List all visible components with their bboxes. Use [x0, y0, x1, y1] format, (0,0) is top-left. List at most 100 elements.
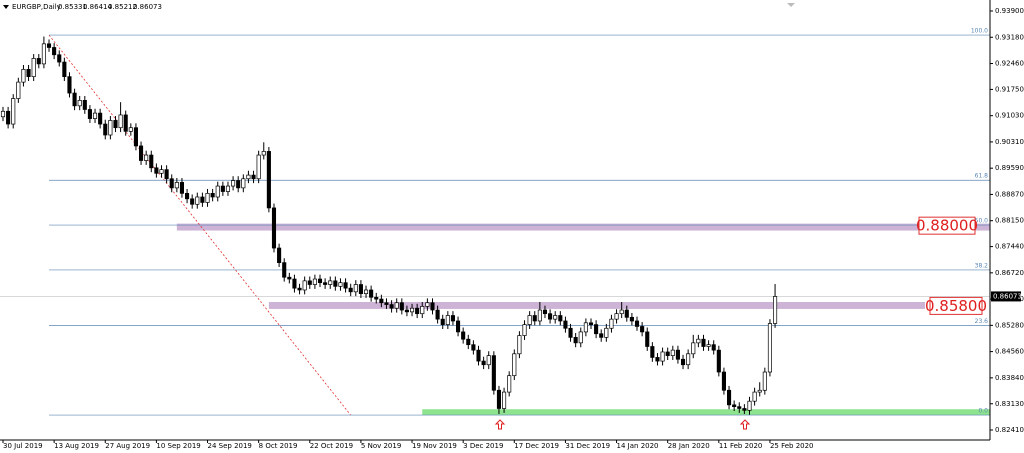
x-tick-label: 19 Nov 2019 — [412, 442, 457, 450]
candle-body — [246, 174, 251, 180]
candle-body — [435, 309, 440, 320]
x-tick-label: 8 Oct 2019 — [259, 442, 298, 450]
candle-body — [696, 338, 701, 344]
y-tick-label: 0.87440 — [995, 243, 1024, 251]
candle-body — [164, 169, 169, 180]
ohlc-high: 0.86414 — [83, 3, 112, 11]
candle-body — [52, 47, 57, 56]
candle-body — [369, 289, 374, 298]
candle-body — [409, 307, 415, 313]
candle-body — [57, 54, 62, 63]
candle-body — [169, 178, 174, 189]
candle-body — [486, 355, 491, 366]
candle-body — [87, 109, 92, 119]
candle-body — [231, 180, 236, 187]
y-tick-label: 0.86720 — [995, 269, 1024, 277]
x-tick-label: 24 Sep 2019 — [208, 442, 252, 450]
x-tick-label: 10 Sep 2019 — [156, 442, 200, 450]
zone-label: 0.88000 — [916, 217, 978, 235]
fib-label: 100.0 — [971, 28, 988, 35]
x-tick-label: 14 Jan 2020 — [617, 442, 659, 450]
x-tick-label: 30 Jul 2019 — [3, 442, 43, 450]
candle-body — [496, 389, 502, 409]
x-tick-label: 22 Oct 2019 — [310, 442, 353, 450]
candle-body — [21, 69, 26, 83]
candle-body — [629, 316, 634, 322]
header: EURGBP,Daily 0.85331 0.86414 0.85212 0.8… — [3, 3, 162, 11]
zone — [176, 223, 991, 231]
candle-body — [399, 302, 404, 311]
candle-body — [471, 344, 476, 351]
x-tick-label: 27 Aug 2019 — [105, 442, 150, 450]
candle-body — [466, 338, 471, 346]
candle-body — [594, 324, 599, 335]
fib-label: 50.0 — [975, 218, 989, 225]
x-tick-label: 3 Dec 2019 — [463, 442, 503, 450]
candle-body — [563, 320, 568, 329]
candle-body — [553, 315, 558, 320]
candle-body — [282, 262, 287, 278]
candle-body — [619, 309, 624, 315]
candle-body — [599, 333, 604, 338]
candle-body — [537, 309, 542, 322]
candle-body — [0, 110, 6, 118]
signal-arrow — [494, 419, 506, 430]
candle-body — [742, 408, 747, 411]
candle-body — [456, 320, 461, 333]
candle-body — [440, 318, 445, 325]
zone — [422, 409, 990, 416]
candle-body — [292, 278, 297, 289]
candle-body — [634, 320, 640, 327]
candle-body — [762, 371, 767, 391]
candle-body — [686, 353, 691, 366]
candle-body — [404, 309, 409, 313]
candle-body — [532, 315, 537, 322]
fib-label: 0.0 — [978, 408, 988, 415]
candle-body — [640, 326, 645, 333]
candle-body — [333, 280, 338, 287]
candle-body — [445, 315, 450, 325]
candle-body — [185, 192, 190, 200]
candle-body — [179, 182, 185, 194]
candle-body — [261, 151, 266, 156]
candle-body — [271, 207, 277, 249]
candle-body — [716, 349, 721, 373]
y-tick-label: 0.89590 — [995, 164, 1024, 172]
candle-body — [123, 114, 128, 132]
y-tick-label: 0.83840 — [995, 374, 1024, 382]
candle-body — [317, 278, 323, 284]
candle-body — [420, 306, 425, 315]
fib-label: 23.6 — [975, 318, 989, 325]
candle-body — [277, 247, 282, 263]
candle-body — [430, 302, 435, 311]
candle-body — [415, 307, 420, 315]
candle-body — [691, 342, 696, 355]
zone — [268, 302, 926, 309]
candle-body — [149, 154, 154, 169]
candle-body — [128, 127, 133, 132]
candle-body — [665, 351, 670, 356]
y-tick-label: 0.93900 — [995, 7, 1024, 15]
candle-body — [200, 196, 205, 203]
candle-body — [389, 304, 394, 309]
candle-body — [624, 309, 629, 318]
candle-body — [384, 302, 389, 305]
candle-body — [767, 323, 773, 373]
candle-body — [205, 192, 210, 203]
y-tick-label: 0.83130 — [995, 400, 1024, 408]
candle-body — [374, 296, 379, 300]
candle-body — [614, 313, 619, 320]
candle-body — [461, 331, 466, 340]
candle-body — [307, 280, 312, 285]
ohlc-open: 0.85331 — [58, 3, 87, 11]
x-tick-label: 28 Jan 2020 — [668, 442, 710, 450]
candle-body — [732, 404, 737, 408]
y-tick-label: 0.91750 — [995, 85, 1024, 93]
candle-body — [118, 114, 123, 129]
candle-body — [287, 276, 292, 280]
candle-body — [220, 185, 225, 192]
fib-label: 61.8 — [975, 173, 989, 180]
candle-body — [726, 389, 732, 406]
